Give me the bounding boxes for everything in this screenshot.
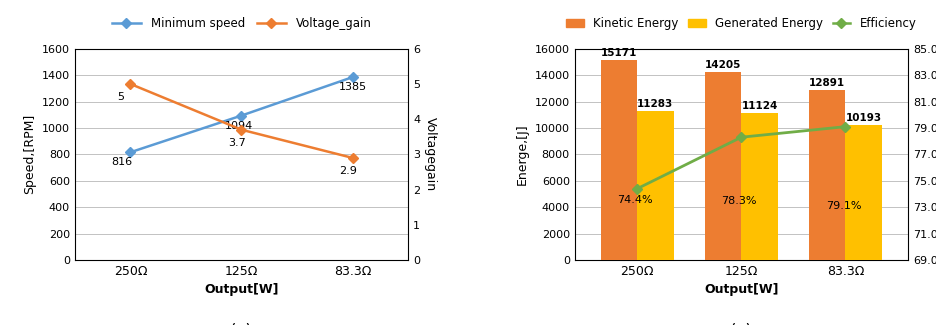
Efficiency bbox=[840, 125, 851, 129]
Text: 2.9: 2.9 bbox=[339, 166, 358, 176]
Minimum speed bbox=[347, 75, 358, 79]
Text: 78.3%: 78.3% bbox=[722, 196, 757, 206]
Text: 14205: 14205 bbox=[705, 60, 741, 71]
Text: 79.1%: 79.1% bbox=[826, 201, 861, 211]
Text: 816: 816 bbox=[111, 158, 133, 167]
Voltage_gain bbox=[347, 156, 358, 160]
Text: 10193: 10193 bbox=[845, 113, 882, 124]
Efficiency bbox=[736, 135, 747, 139]
Text: 3.7: 3.7 bbox=[228, 137, 246, 148]
Bar bbox=[741, 113, 778, 260]
Text: 12891: 12891 bbox=[809, 78, 845, 88]
Bar bbox=[705, 72, 741, 260]
Text: 74.4%: 74.4% bbox=[617, 195, 653, 205]
Bar bbox=[809, 90, 845, 260]
Text: 1094: 1094 bbox=[225, 121, 253, 131]
Bar bbox=[845, 125, 882, 260]
Y-axis label: Voltagegain: Voltagegain bbox=[424, 117, 437, 191]
Voltage_gain bbox=[124, 82, 136, 86]
Text: (가): (가) bbox=[230, 323, 253, 325]
Text: 11283: 11283 bbox=[637, 99, 674, 109]
Line: Voltage_gain: Voltage_gain bbox=[127, 81, 356, 162]
Legend: Minimum speed, Voltage_gain: Minimum speed, Voltage_gain bbox=[107, 12, 376, 35]
Text: (나): (나) bbox=[730, 323, 753, 325]
Bar bbox=[601, 60, 637, 260]
Minimum speed bbox=[124, 150, 136, 154]
Efficiency bbox=[632, 187, 643, 191]
Y-axis label: Energe,[J]: Energe,[J] bbox=[516, 124, 529, 185]
Line: Minimum speed: Minimum speed bbox=[127, 74, 356, 156]
Text: 5: 5 bbox=[117, 92, 124, 102]
Legend: Kinetic Energy, Generated Energy, Efficiency: Kinetic Energy, Generated Energy, Effici… bbox=[562, 12, 921, 35]
X-axis label: Output[W]: Output[W] bbox=[204, 283, 279, 296]
Bar bbox=[637, 111, 674, 260]
Text: 11124: 11124 bbox=[741, 101, 778, 111]
Minimum speed bbox=[236, 114, 247, 118]
Line: Efficiency: Efficiency bbox=[634, 123, 849, 192]
X-axis label: Output[W]: Output[W] bbox=[704, 283, 779, 296]
Text: 1385: 1385 bbox=[339, 82, 367, 92]
Voltage_gain bbox=[236, 128, 247, 132]
Y-axis label: Speed,[RPM]: Speed,[RPM] bbox=[23, 114, 37, 194]
Text: 15171: 15171 bbox=[601, 48, 637, 58]
